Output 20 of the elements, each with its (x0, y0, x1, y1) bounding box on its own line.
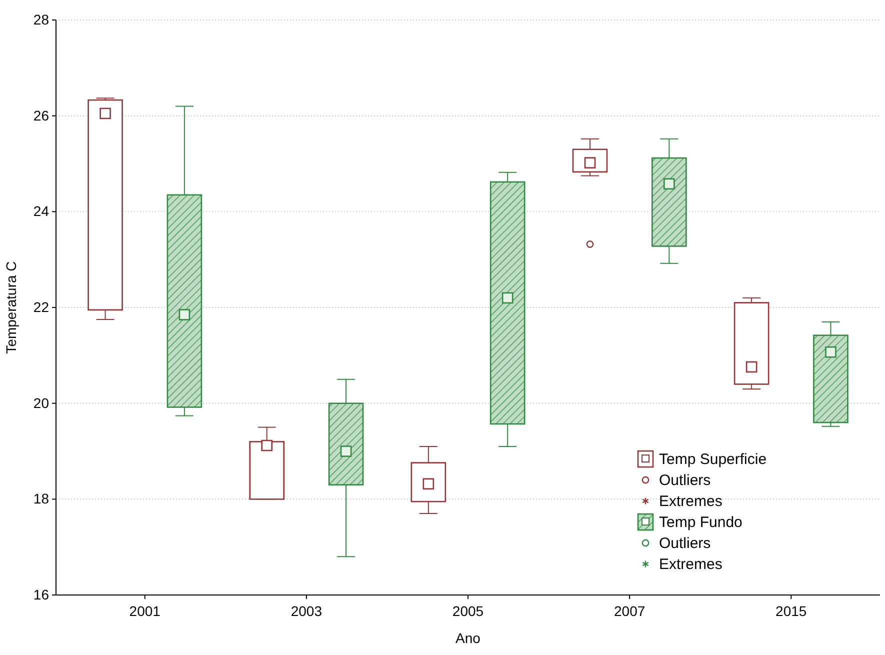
x-tick-label: 2007 (614, 603, 646, 619)
legend-label: Extremes (659, 556, 722, 573)
y-axis-title: Temperatura C (3, 261, 19, 354)
legend-label: Temp Fundo (659, 514, 742, 531)
y-tick-label: 18 (33, 490, 50, 507)
x-tick-label: 2005 (452, 603, 484, 619)
legend-label: Extremes (659, 493, 722, 510)
legend-label: Temp Superficie (659, 451, 767, 468)
x-tick-label: 2003 (290, 603, 322, 619)
legend-label: Outliers (659, 472, 711, 489)
x-tick-label: 2001 (129, 603, 161, 619)
x-axis-title: Ano (456, 630, 481, 646)
y-tick-label: 22 (33, 298, 50, 315)
y-tick-label: 24 (33, 203, 50, 220)
y-tick-label: 16 (33, 586, 50, 602)
x-tick-label: 2015 (776, 603, 807, 619)
legend-label: Outliers (659, 535, 711, 552)
y-tick-label: 28 (33, 11, 50, 28)
y-tick-label: 20 (33, 394, 50, 411)
y-tick-label: 26 (33, 107, 50, 124)
